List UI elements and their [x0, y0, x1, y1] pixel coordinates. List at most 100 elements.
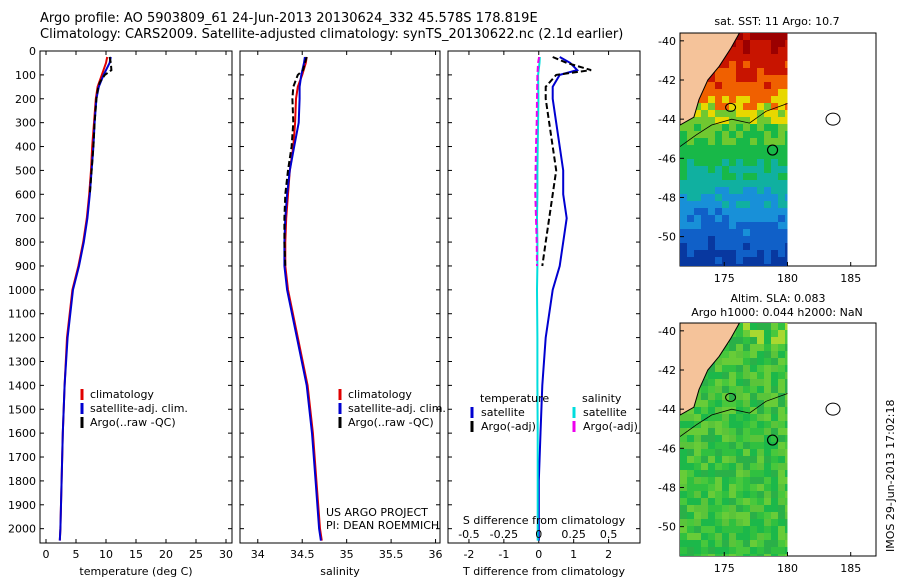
sst-map-cell	[778, 54, 785, 61]
depth-tick-label: 800	[15, 236, 36, 249]
sla-map-cell	[778, 505, 785, 512]
sst-map-cell	[750, 250, 757, 257]
sla-map-cell	[736, 470, 743, 477]
sla-map-cell	[708, 498, 715, 505]
sst-map-cell	[750, 215, 757, 222]
sla-map-cell	[722, 344, 729, 351]
sst-map-cell	[722, 166, 729, 173]
sla-map-cell	[743, 470, 750, 477]
sst-map-cell	[750, 47, 757, 54]
sst-map-cell	[694, 166, 701, 173]
sst-map-cell	[757, 75, 764, 82]
sst-map-cell	[729, 110, 736, 117]
sst-map-cell	[778, 222, 785, 229]
sst-map-cell	[722, 117, 729, 124]
sla-map-cell	[750, 505, 757, 512]
sst-map-cell	[771, 215, 778, 222]
sla-map-cell	[764, 498, 771, 505]
sla-map-cell	[764, 386, 771, 393]
sla-map-cell	[722, 456, 729, 463]
sst-map-cell	[729, 124, 736, 131]
sst-map-cell	[715, 208, 722, 215]
salinity-legend-label: climatology	[348, 388, 412, 401]
sst-map-cell	[736, 187, 743, 194]
sla-map-cell	[736, 351, 743, 358]
sst-map-cell	[708, 180, 715, 187]
sla-map-cell	[694, 435, 701, 442]
sst-map-cell	[743, 208, 750, 215]
sla-map-xtick-label: 175	[714, 562, 735, 575]
sla-map-cell	[771, 358, 778, 365]
sst-map-cell	[750, 82, 757, 89]
sla-map-cell	[708, 540, 715, 547]
sla-map-cell	[715, 393, 722, 400]
sst-map-cell	[750, 68, 757, 75]
sst-map-cell	[729, 208, 736, 215]
sst-map-cell	[687, 257, 694, 264]
temperature-series-satelliteadjclim-line	[58, 56, 112, 541]
temperature-legend-label: satellite-adj. clim.	[90, 402, 188, 415]
sla-map-cell	[750, 547, 757, 554]
sst-map-cell	[764, 131, 771, 138]
sla-map-cell	[743, 323, 750, 330]
sst-map-cell	[757, 131, 764, 138]
sla-map-cell	[771, 323, 778, 330]
sla-map-cell	[729, 477, 736, 484]
sla-map-cell	[757, 435, 764, 442]
sla-map-cell	[722, 540, 729, 547]
sla-map-cell	[736, 393, 743, 400]
sla-map-cell	[680, 477, 687, 484]
sst-map-cell	[764, 110, 771, 117]
sst-map-cell	[694, 145, 701, 152]
depth-tick-label: 1600	[8, 427, 36, 440]
sst-map-chatham-islands-outline	[825, 112, 841, 126]
sst-map-cell	[757, 61, 764, 68]
sst-map-cell	[722, 264, 729, 266]
depth-tick-label: 900	[15, 260, 36, 273]
sla-map-cell	[708, 442, 715, 449]
sla-map-subtitle: Argo h1000: 0.044 h2000: NaN	[691, 306, 863, 319]
sst-map-cell	[778, 187, 785, 194]
sla-map-cell	[750, 358, 757, 365]
sst-map-cell	[764, 180, 771, 187]
salinity-annotation: US ARGO PROJECT	[326, 506, 428, 519]
sla-map-cell	[764, 428, 771, 435]
sst-map-cell	[743, 159, 750, 166]
sst-map-cell	[764, 250, 771, 257]
sst-map-cell	[750, 236, 757, 243]
sst-map-cell	[680, 173, 687, 180]
difference-top-xtick-label: 0.5	[600, 528, 618, 541]
sla-map-cell	[750, 365, 757, 372]
sst-map-cell	[729, 103, 736, 110]
sst-map-cell	[778, 96, 785, 103]
sst-map-cell	[778, 117, 785, 124]
sla-map-cell	[680, 414, 687, 421]
salinity-xlabel: salinity	[320, 565, 360, 578]
salinity-annotation: PI: DEAN ROEMMICH	[326, 519, 439, 532]
sst-map-cell	[771, 40, 778, 47]
sla-map-cell	[680, 428, 687, 435]
sst-map-cell	[694, 208, 701, 215]
sla-map-cell	[687, 463, 694, 470]
sst-map-cell	[715, 236, 722, 243]
sla-map-cell	[785, 323, 788, 330]
sst-map-cell	[743, 236, 750, 243]
sst-map-cell	[785, 124, 788, 131]
sst-map-cell	[708, 201, 715, 208]
sla-map-cell	[785, 477, 788, 484]
difference-legend-label: satellite	[583, 406, 627, 419]
sst-map-cell	[701, 187, 708, 194]
sst-map-cell	[771, 222, 778, 229]
sla-map-cell	[687, 470, 694, 477]
sla-map-cell	[729, 379, 736, 386]
sst-map-cell	[680, 124, 687, 131]
sla-map-cell	[701, 484, 708, 491]
sla-map-cell	[715, 421, 722, 428]
sla-map-cell	[736, 554, 743, 556]
sla-map-cell	[785, 554, 788, 556]
sst-map-cell	[771, 89, 778, 96]
sla-map-cell	[750, 386, 757, 393]
sla-map-cell	[757, 358, 764, 365]
sla-map-cell	[736, 491, 743, 498]
sla-map-cell	[764, 547, 771, 554]
